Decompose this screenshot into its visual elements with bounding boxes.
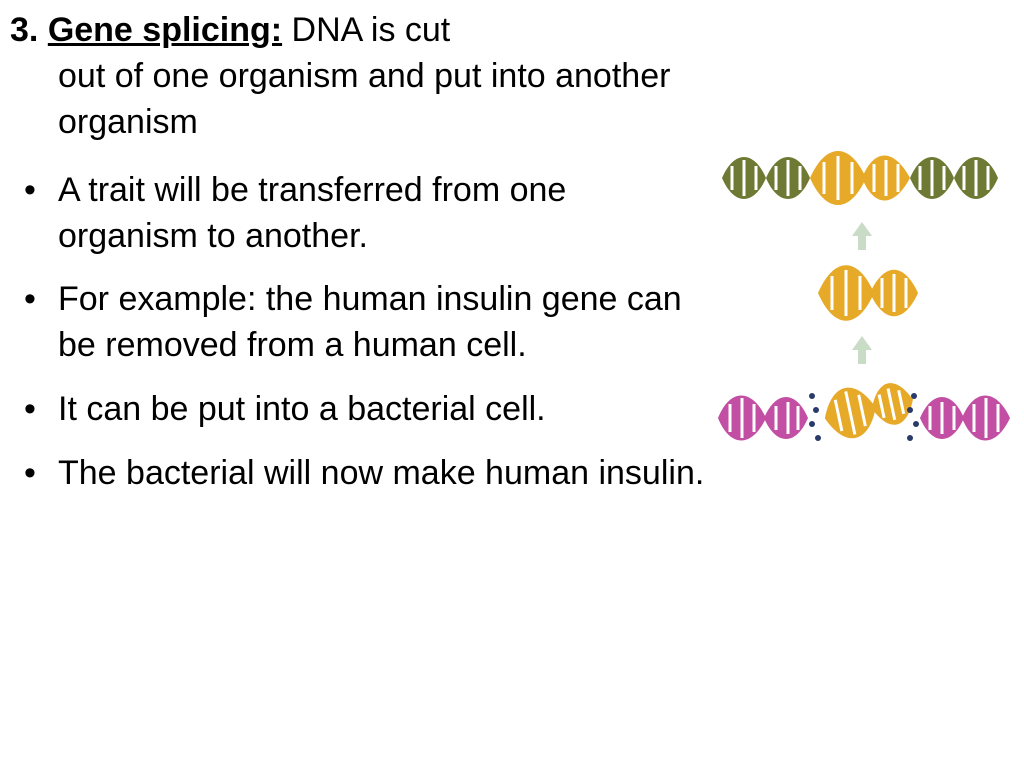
bullet-list: A trait will be transferred from one org… (10, 168, 710, 497)
bottom-helix (718, 375, 1010, 444)
list-item: For example: the human insulin gene can … (10, 277, 710, 369)
list-item: It can be put into a bacterial cell. (10, 387, 710, 433)
heading-title: Gene splicing: (48, 11, 282, 49)
arrow-up-icon (852, 336, 872, 364)
bullet-text: The bacterial will now make human insuli… (58, 454, 704, 492)
bullet-text: For example: the human insulin gene can … (58, 280, 682, 364)
heading: 3. Gene splicing: DNA is cut out of one … (10, 8, 710, 146)
heading-rest-line1: DNA is cut (292, 11, 451, 49)
bullet-text: A trait will be transferred from one org… (58, 171, 566, 255)
top-helix (722, 151, 998, 205)
middle-segment (818, 265, 918, 321)
heading-number: 3. (10, 11, 38, 49)
arrow-up-icon (852, 222, 872, 250)
heading-rest-line2: out of one organism and put into another… (10, 54, 710, 146)
bullet-text: It can be put into a bacterial cell. (58, 390, 546, 428)
list-item: A trait will be transferred from one org… (10, 168, 710, 260)
list-item: The bacterial will now make human insuli… (10, 451, 710, 497)
slide-text-content: 3. Gene splicing: DNA is cut out of one … (10, 8, 710, 515)
dna-splicing-illustration (714, 118, 1010, 468)
